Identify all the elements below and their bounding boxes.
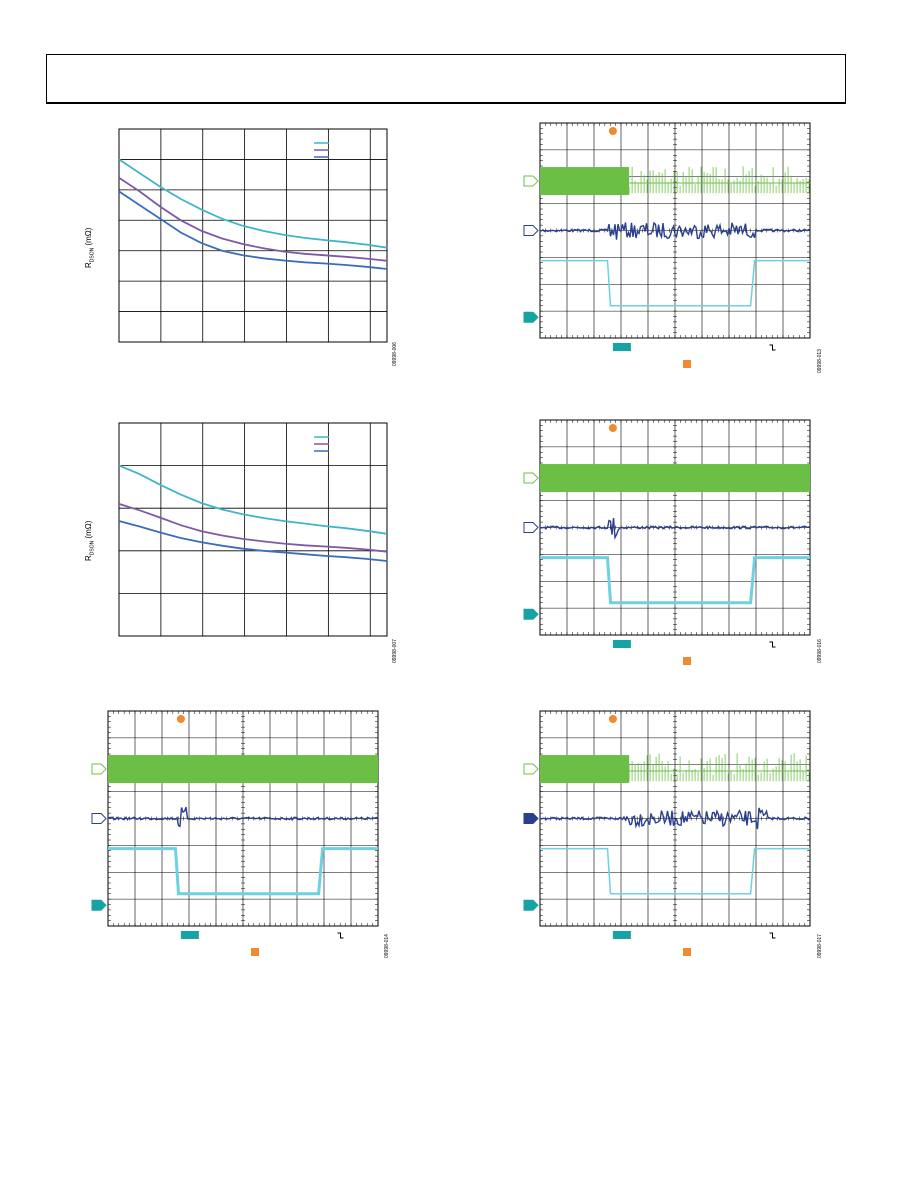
trigger-edge-icon (769, 344, 776, 351)
series-line-1 (118, 158, 388, 249)
timebase-marker (683, 657, 691, 665)
green-trace-band (108, 755, 378, 784)
chart-1-figure-id: 09998-006 (392, 342, 398, 366)
green-trace-band (540, 464, 810, 493)
green-trace-band (540, 167, 630, 196)
channel-3-marker (523, 899, 539, 911)
channel-1-marker (523, 763, 539, 775)
ylabel-sub: DSON (89, 247, 96, 263)
channel-2-marker (91, 813, 107, 824)
ylabel-main: R (84, 555, 93, 561)
trigger-position-marker (608, 715, 617, 723)
series-line-2 (118, 503, 388, 553)
trigger-position-marker (176, 715, 185, 723)
series-line-1 (118, 464, 388, 535)
plot-frame (118, 128, 388, 343)
channel-1-marker (523, 175, 539, 187)
cyan-trace (108, 847, 378, 896)
channel-badge (180, 931, 199, 939)
ylabel-main: R (84, 262, 93, 268)
cyan-trace (540, 556, 810, 605)
ylabel-unit: (mΩ) (84, 227, 93, 248)
chart-2-ylabel: RDSON (mΩ) (84, 501, 96, 561)
scope-13-figure-id: 09998-013 (817, 349, 823, 373)
navy-trace (539, 221, 811, 240)
green-trace-spikes (628, 166, 810, 194)
scope-capture-16 (523, 419, 811, 665)
green-trace-spikes (628, 753, 810, 782)
ylabel-unit: (mΩ) (84, 520, 93, 541)
channel-2-marker (523, 813, 539, 824)
page-header-box (46, 54, 846, 104)
cyan-trace (540, 259, 810, 307)
trigger-position-marker (608, 127, 617, 135)
scope-17-figure-id: 09998-017 (817, 934, 823, 958)
trigger-position-marker (608, 424, 617, 432)
rdson-chart-1-plot (118, 128, 388, 343)
chart-1-ylabel: RDSON (mΩ) (84, 208, 96, 268)
channel-2-marker (523, 225, 539, 236)
timebase-marker (251, 948, 259, 956)
scope-capture-14 (91, 710, 379, 956)
series-line-3 (118, 190, 388, 270)
cyan-trace (540, 847, 810, 895)
plot-frame (118, 422, 388, 637)
scope-capture-17 (523, 710, 811, 956)
scope-16-figure-id: 09998-016 (817, 639, 823, 663)
channel-badge (612, 343, 631, 351)
series-line-3 (118, 520, 388, 562)
trigger-edge-icon (769, 932, 776, 939)
chart-2-figure-id: 09998-007 (392, 639, 398, 663)
navy-trace (539, 517, 811, 540)
scope-14-figure-id: 09998-014 (384, 934, 390, 958)
series-line-2 (118, 176, 388, 262)
green-trace-band (540, 755, 630, 784)
channel-1-marker (91, 763, 107, 775)
timebase-marker (683, 948, 691, 956)
channel-3-marker (523, 608, 539, 620)
timebase-marker (683, 360, 691, 368)
channel-2-marker (523, 522, 539, 533)
navy-trace (539, 807, 811, 830)
channel-3-marker (91, 899, 107, 911)
ylabel-sub: DSON (89, 540, 96, 556)
trigger-edge-icon (769, 641, 776, 648)
trigger-edge-icon (337, 932, 344, 939)
rdson-chart-2-plot (118, 422, 388, 637)
channel-badge (612, 640, 631, 648)
scope-capture-13 (523, 122, 811, 368)
navy-trace (107, 806, 379, 828)
channel-badge (612, 931, 631, 939)
channel-3-marker (523, 311, 539, 323)
channel-1-marker (523, 472, 539, 484)
